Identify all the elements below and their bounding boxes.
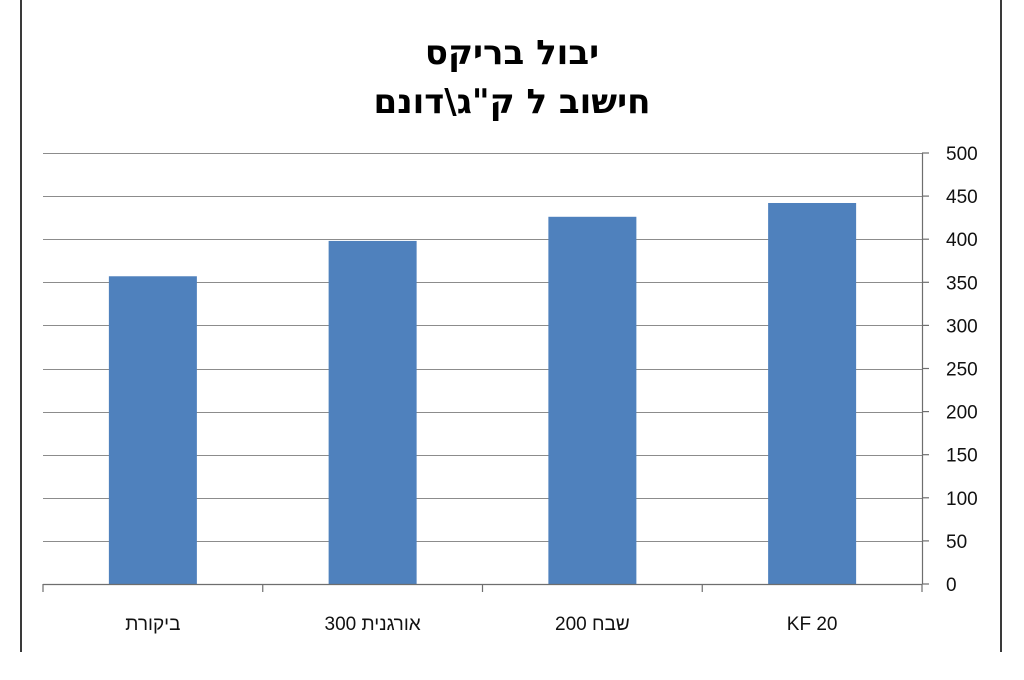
frame-border-right	[1000, 0, 1002, 652]
y-tick-label: 100	[946, 489, 978, 510]
frame-border-left	[20, 0, 22, 652]
y-tick-label: 350	[946, 273, 978, 294]
bar	[548, 216, 637, 584]
y-tick-label: 50	[946, 532, 967, 553]
x-tick-label: אורגנית 300	[325, 614, 421, 635]
y-tick-label: 300	[946, 316, 978, 337]
chart-title: יבול בריקס	[424, 33, 600, 73]
bar	[328, 240, 417, 584]
chart-subtitle: חישוב ל ק"ג\דונם	[373, 82, 651, 122]
bar	[768, 202, 857, 584]
x-tick-label: שבח 200	[555, 614, 630, 635]
y-tick-label: 150	[946, 446, 978, 467]
y-tick-label: 0	[946, 575, 957, 596]
bar	[108, 276, 197, 584]
y-tick-label: 200	[946, 403, 978, 424]
x-tick-label: ביקורת	[125, 614, 180, 635]
y-tick-label: 400	[946, 230, 978, 251]
y-tick-label: 500	[946, 144, 978, 165]
x-tick-label: KF 20	[787, 614, 838, 635]
y-tick-label: 250	[946, 360, 978, 381]
y-tick-label: 450	[946, 187, 978, 208]
